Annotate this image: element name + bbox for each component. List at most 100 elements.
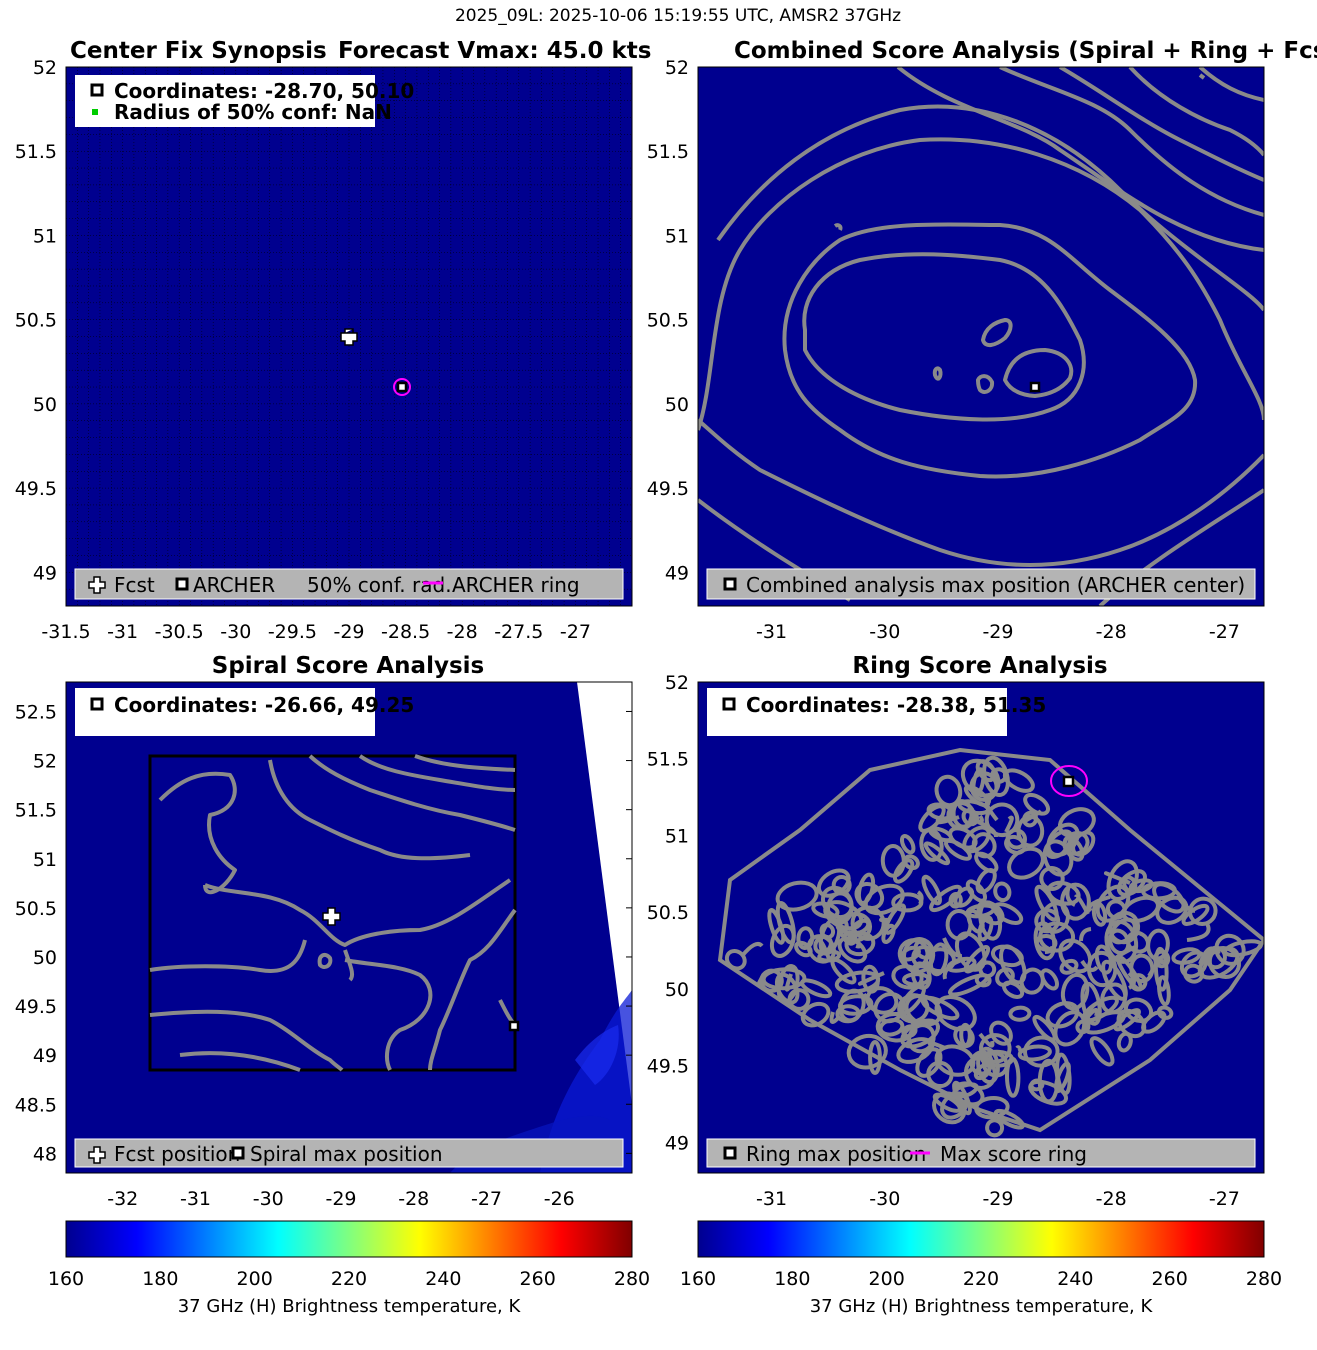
x-tick-label: -26 [544,1188,575,1210]
score-contour [1105,899,1127,920]
colorbar-tick-labels: 160 180 200 220 240 260 280 [48,1268,650,1290]
y-tick-label: 49.5 [647,1056,689,1078]
colorbar-tick-label: 240 [425,1268,461,1290]
score-contour [756,972,766,986]
score-contour [974,851,999,874]
score-contour [1146,928,1170,961]
x-tick-label: -31 [107,621,138,643]
info-box [75,75,375,127]
x-tick-label: -31 [180,1188,211,1210]
panel-combined-score: -31 -30 -29 -28 -27 52 51.5 51 50.5 50 49.5 49 Com… [647,38,1317,643]
score-contour [942,957,966,980]
score-contour [1177,896,1196,913]
colorbar-tick-label: 260 [1152,1268,1188,1290]
score-contour [1141,881,1177,901]
x-tick-label: -30 [869,621,900,643]
square-marker-icon [90,83,104,97]
score-contour [1116,869,1147,897]
x-tick-label: -30 [253,1188,284,1210]
spiral-max-marker [508,1020,520,1032]
score-contour [921,874,942,906]
legend-box [706,568,1256,600]
score-contour [1022,810,1039,828]
score-contour [1198,946,1221,965]
colorbar-tick-label: 200 [237,1268,273,1290]
score-contour [767,908,786,945]
score-contour [826,891,854,925]
score-contour [945,909,973,941]
x-tick-label: -29 [982,621,1013,643]
score-contour [1061,832,1073,855]
score-contour [1155,895,1189,925]
y-tick-labels: 52 51.5 51 50.5 50 49.5 49 [15,57,57,584]
square-marker-icon [723,577,737,591]
x-tick-label: -27 [471,1188,502,1210]
score-contour [819,922,836,940]
colorbar-left: 160 180 200 220 240 260 280 37 GHz (H) Brightn… [48,1220,650,1317]
score-contour [1002,768,1035,793]
score-contour [993,1108,1025,1130]
score-contour [724,948,747,971]
panel-title: Combined Score Analysis (Spiral + Ring +… [734,38,1317,64]
fcst-marker [340,328,358,346]
y-tick-labels: 52.5 52 51.5 51 50.5 50 49.5 49 48.5 48 [15,701,57,1165]
score-contour [1153,946,1169,992]
y-tick-label: 51 [33,225,57,247]
max-position-marker [1029,381,1041,393]
score-contour [815,938,831,960]
x-tick-label: -30.5 [155,621,204,643]
panel-title: Spiral Score Analysis [212,653,484,679]
y-tick-label: 49 [665,562,689,584]
score-contours [717,747,1264,1138]
panel-spiral-score: -32 -31 -30 -29 -28 -27 -26 52.5 52 51.5 51 50.5 50… [15,653,633,1210]
score-contour [919,827,944,862]
y-tick-label: 50.5 [647,902,689,924]
y-tick-label: 51.5 [15,141,57,163]
score-contour [1059,958,1079,975]
score-contour [904,993,943,1027]
score-contour [1089,1036,1115,1067]
score-contour [963,944,991,974]
score-contour [830,957,857,985]
plot-area [66,682,632,1173]
score-contour [926,1060,954,1089]
info-radius: Radius of 50% conf: NaN [114,100,392,124]
score-contour [1074,894,1090,915]
score-contour [1113,1008,1141,1032]
y-tick-labels: 52 51.5 51 50.5 50 49.5 49 [647,57,689,584]
score-contour [985,1118,1005,1138]
y-tick-label: 50.5 [15,310,57,332]
score-contour [1044,945,1055,954]
cross-icon [88,576,106,594]
score-contour [1033,921,1057,961]
score-contour [916,890,924,905]
x-tick-label: -28 [398,1188,429,1210]
score-contour [968,814,984,824]
info-coordinates: Coordinates: -28.70, 50.10 [114,79,414,103]
score-contour [993,881,1012,903]
score-contour [1091,901,1108,927]
y-tick-label: 51.5 [15,800,57,822]
score-contour [878,1018,905,1037]
score-contour [858,971,885,986]
score-contour [1157,975,1171,1007]
score-contour [846,1033,888,1070]
score-contour [948,892,963,909]
y-tick-labels: 52 51.5 51 50.5 50 49.5 49 [647,672,689,1154]
x-tick-labels: -31 -30 -29 -28 -27 [756,621,1240,643]
score-contour [1015,1045,1023,1054]
score-contour [961,808,980,827]
legend-box [74,568,624,600]
x-tick-label: -31 [756,1188,787,1210]
score-contour [1023,792,1051,816]
colorbar-gradient [65,1220,633,1258]
legend-box [706,1138,1256,1168]
y-tick-label: 51.5 [647,141,689,163]
score-contour [965,879,988,903]
x-tick-label: -27 [560,621,591,643]
score-contour [976,1046,1000,1085]
score-contour [1223,939,1263,958]
score-contour [989,1020,1013,1046]
cross-icon [88,1146,106,1164]
y-tick-label: 50.5 [15,898,57,920]
